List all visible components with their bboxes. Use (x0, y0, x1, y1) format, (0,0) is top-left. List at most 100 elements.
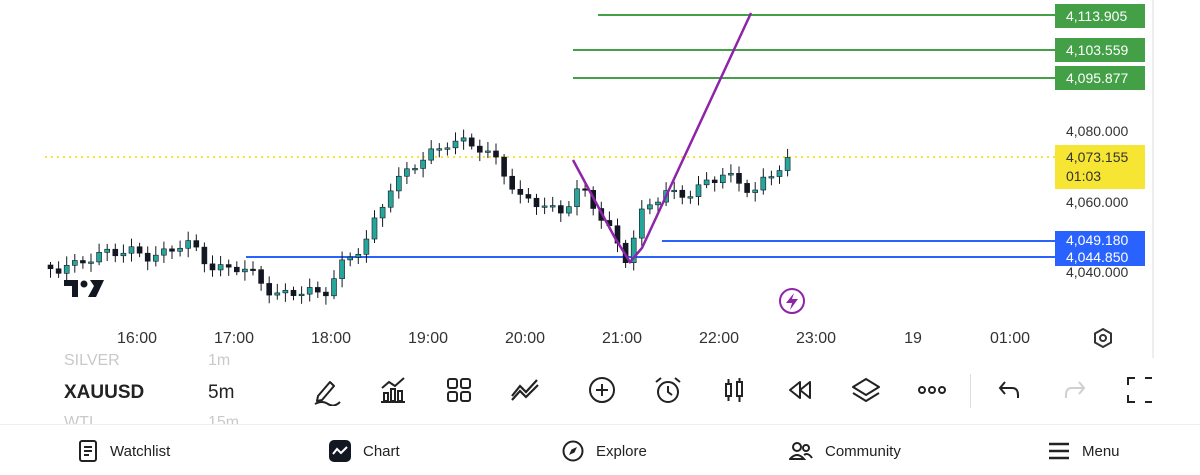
candle-body (80, 260, 86, 264)
more-icon[interactable] (916, 374, 948, 406)
candle-body (72, 260, 78, 266)
candle (420, 152, 426, 178)
price-chart[interactable] (0, 0, 1155, 358)
candle-body (638, 208, 645, 239)
candle (444, 142, 451, 156)
candle-body (298, 293, 305, 296)
candle-body (136, 246, 143, 254)
candle (258, 265, 264, 291)
level-label-5: 4,044.850 (1055, 248, 1145, 266)
candle-body (258, 269, 264, 284)
candle-body (96, 252, 102, 263)
candle-type-icon[interactable] (718, 374, 750, 406)
candle-body (120, 252, 127, 257)
settings-icon[interactable] (1094, 327, 1112, 349)
lightning-icon[interactable] (779, 288, 805, 314)
candle (282, 283, 289, 302)
candle-body (274, 292, 281, 296)
candle-body (501, 156, 507, 177)
time-label: 22:00 (698, 330, 740, 347)
candle (120, 244, 127, 263)
candle-body (476, 145, 483, 153)
indicators-icon[interactable] (377, 374, 409, 406)
nav-community[interactable]: Community (789, 439, 901, 463)
candle (177, 240, 183, 257)
candle-body (574, 188, 580, 207)
tradingview-logo (64, 280, 104, 297)
candle (112, 243, 119, 263)
candle-body (549, 205, 556, 208)
candle-body (776, 170, 783, 177)
layers-icon[interactable] (850, 374, 882, 406)
candle (339, 251, 345, 288)
candle-body (630, 237, 637, 263)
candle (355, 248, 362, 265)
candle (541, 197, 548, 215)
candle (485, 141, 491, 159)
candle-body (420, 159, 426, 169)
chart-area[interactable]: 4,113.905 4,103.559 4,095.877 4,080.000 … (0, 0, 1155, 358)
time-label: 01:00 (989, 330, 1031, 347)
candle (533, 193, 540, 215)
symbol-above[interactable]: SILVER (64, 352, 120, 369)
candle (436, 143, 443, 158)
time-label: 19 (904, 330, 922, 347)
candle (476, 139, 483, 162)
candle (72, 254, 78, 273)
candle (225, 259, 232, 276)
candle (468, 133, 475, 150)
replay-icon[interactable] (784, 374, 816, 406)
candle (387, 183, 394, 213)
nav-explore[interactable]: Explore (562, 439, 647, 463)
candle (323, 287, 329, 305)
candle (428, 140, 435, 165)
undo-icon[interactable] (993, 374, 1025, 406)
candle-body (703, 179, 710, 186)
redo-icon[interactable] (1059, 374, 1091, 406)
trend-lines (571, 12, 753, 265)
layouts-icon[interactable] (443, 374, 475, 406)
candle-body (290, 289, 297, 296)
nav-chart[interactable]: Chart (329, 439, 400, 463)
candle-body (444, 147, 451, 150)
candle-body (355, 254, 362, 258)
nav-menu[interactable]: Menu (1048, 439, 1120, 463)
level-label-3: 4,095.877 (1055, 66, 1145, 90)
compare-icon[interactable] (509, 374, 541, 406)
candle-body (557, 205, 564, 214)
nav-watchlist[interactable]: Watchlist (78, 439, 170, 463)
candle-body (225, 264, 232, 268)
time-label: 21:00 (601, 330, 643, 347)
candle-body (647, 204, 653, 210)
nav-explore-label: Explore (596, 442, 647, 460)
add-icon[interactable] (586, 374, 618, 406)
candle (201, 242, 208, 273)
time-label: 20:00 (504, 330, 546, 347)
candle (784, 148, 791, 177)
candle (371, 210, 378, 244)
draw-icon[interactable] (310, 374, 342, 406)
candle-body (509, 175, 516, 190)
candle (395, 167, 402, 199)
candle (217, 256, 224, 277)
candle-body (784, 157, 791, 171)
chart-border (1152, 0, 1154, 358)
candle (274, 283, 281, 300)
candle-body (314, 287, 321, 293)
alert-icon[interactable] (652, 374, 684, 406)
symbol-selector[interactable]: XAUUSD (64, 382, 145, 403)
time-label: 18:00 (310, 330, 352, 347)
current-price: 4,073.155 (1066, 149, 1129, 165)
timeframe-above[interactable]: 1m (208, 352, 231, 369)
candle-body (379, 206, 386, 219)
candle-body (169, 248, 175, 252)
candle (55, 261, 62, 278)
current-price-label: 4,073.155 01:03 (1055, 145, 1145, 189)
fullscreen-icon[interactable] (1124, 374, 1156, 406)
candle-body (47, 264, 54, 270)
timeframe-selector[interactable]: 5m (208, 382, 235, 403)
candle (266, 276, 273, 304)
candle-body (485, 150, 491, 153)
candle (760, 168, 767, 195)
candle (104, 243, 110, 262)
